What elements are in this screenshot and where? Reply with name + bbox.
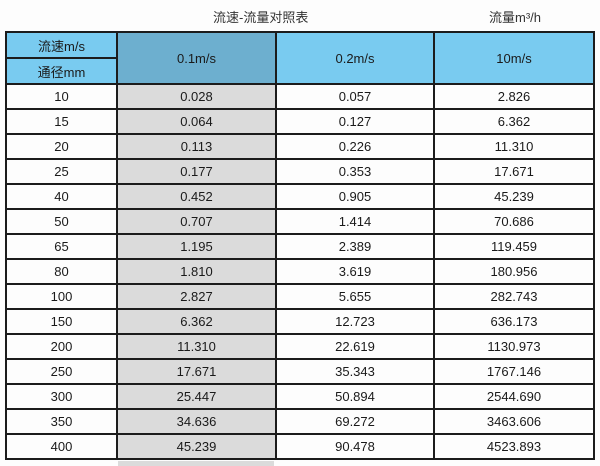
flow-value-cell: 0.064 — [116, 108, 277, 135]
flow-value-cell: 3.619 — [275, 258, 435, 285]
diameter-cell: 65 — [5, 233, 118, 260]
table-row: 80 1.810 3.619 180.956 — [5, 258, 595, 285]
flow-value-cell: 0.113 — [116, 133, 277, 160]
flow-value-cell: 2544.690 — [433, 383, 595, 410]
flow-value-cell: 0.452 — [116, 183, 277, 210]
table-row: 150 6.362 12.723 636.173 — [5, 308, 595, 335]
flow-value-cell: 11.310 — [116, 333, 277, 360]
caption-bar: 流速-流量对照表 流量m³/h — [0, 0, 600, 31]
flow-value-cell: 17.671 — [433, 158, 595, 185]
flow-value-cell: 2.826 — [433, 83, 595, 110]
flow-value-cell: 0.905 — [275, 183, 435, 210]
corner-diameter-label: 通径mm — [5, 57, 118, 85]
flow-value-cell: 50.894 — [275, 383, 435, 410]
shaded-column-overhang — [118, 461, 274, 466]
flow-value-cell: 1767.146 — [433, 358, 595, 385]
table-row: 10 0.028 0.057 2.826 — [5, 83, 595, 110]
diameter-cell: 10 — [5, 83, 118, 110]
flow-value-cell: 0.707 — [116, 208, 277, 235]
flow-value-cell: 45.239 — [116, 433, 277, 460]
flow-value-cell: 3463.606 — [433, 408, 595, 435]
flow-value-cell: 70.686 — [433, 208, 595, 235]
diameter-cell: 40 — [5, 183, 118, 210]
diameter-cell: 250 — [5, 358, 118, 385]
flow-value-cell: 90.478 — [275, 433, 435, 460]
flow-value-cell: 5.655 — [275, 283, 435, 310]
flow-value-cell: 119.459 — [433, 233, 595, 260]
table-row: 200 11.310 22.619 1130.973 — [5, 333, 595, 360]
diameter-cell: 150 — [5, 308, 118, 335]
table-row: 100 2.827 5.655 282.743 — [5, 283, 595, 310]
table-header: 流速m/s 0.1m/s 0.2m/s 10m/s 通径mm — [5, 31, 595, 85]
flow-value-cell: 636.173 — [433, 308, 595, 335]
flow-value-cell: 2.389 — [275, 233, 435, 260]
flow-value-cell: 12.723 — [275, 308, 435, 335]
table-row: 400 45.239 90.478 4523.893 — [5, 433, 595, 460]
flow-rate-table: 流速m/s 0.1m/s 0.2m/s 10m/s 通径mm 10 0.028 0.… — [5, 31, 595, 460]
diameter-cell: 15 — [5, 108, 118, 135]
table-title: 流速-流量对照表 — [213, 10, 309, 25]
table-row: 15 0.064 0.127 6.362 — [5, 108, 595, 135]
flow-value-cell: 0.028 — [116, 83, 277, 110]
header-row-bottom: 通径mm — [5, 57, 594, 85]
flow-value-cell: 0.127 — [275, 108, 435, 135]
table-row: 350 34.636 69.272 3463.606 — [5, 408, 595, 435]
diameter-cell: 100 — [5, 283, 118, 310]
diameter-cell: 20 — [5, 133, 118, 160]
column-header-0-1ms: 0.1m/s — [116, 31, 277, 85]
table-row: 65 1.195 2.389 119.459 — [5, 233, 595, 260]
table-row: 50 0.707 1.414 70.686 — [5, 208, 595, 235]
table-row: 300 25.447 50.894 2544.690 — [5, 383, 595, 410]
flow-value-cell: 0.057 — [275, 83, 435, 110]
diameter-cell: 400 — [5, 433, 118, 460]
flow-value-cell: 6.362 — [116, 308, 277, 335]
flow-value-cell: 45.239 — [433, 183, 595, 210]
diameter-cell: 300 — [5, 383, 118, 410]
diameter-cell: 350 — [5, 408, 118, 435]
column-header-10ms: 10m/s — [433, 31, 595, 85]
flow-value-cell: 25.447 — [116, 383, 277, 410]
flow-value-cell: 282.743 — [433, 283, 595, 310]
flow-value-cell: 11.310 — [433, 133, 595, 160]
diameter-cell: 200 — [5, 333, 118, 360]
diameter-cell: 80 — [5, 258, 118, 285]
flow-value-cell: 69.272 — [275, 408, 435, 435]
flow-value-cell: 22.619 — [275, 333, 435, 360]
flow-value-cell: 0.226 — [275, 133, 435, 160]
corner-velocity-label: 流速m/s — [5, 31, 118, 59]
flow-value-cell: 34.636 — [116, 408, 277, 435]
flow-value-cell: 1.810 — [116, 258, 277, 285]
table-row: 40 0.452 0.905 45.239 — [5, 183, 595, 210]
flow-unit-label: 流量m³/h — [489, 10, 542, 25]
flow-value-cell: 0.177 — [116, 158, 277, 185]
table-row: 20 0.113 0.226 11.310 — [5, 133, 595, 160]
flow-value-cell: 180.956 — [433, 258, 595, 285]
table-row: 250 17.671 35.343 1767.146 — [5, 358, 595, 385]
diameter-cell: 50 — [5, 208, 118, 235]
flow-value-cell: 1130.973 — [433, 333, 595, 360]
column-header-0-2ms: 0.2m/s — [275, 31, 435, 85]
flow-value-cell: 6.362 — [433, 108, 595, 135]
flow-value-cell: 35.343 — [275, 358, 435, 385]
flow-value-cell: 0.353 — [275, 158, 435, 185]
table-row: 25 0.177 0.353 17.671 — [5, 158, 595, 185]
flow-value-cell: 2.827 — [116, 283, 277, 310]
flow-value-cell: 17.671 — [116, 358, 277, 385]
table-body: 10 0.028 0.057 2.826 15 0.064 0.127 6.362 20 0.11… — [5, 83, 595, 460]
diameter-cell: 25 — [5, 158, 118, 185]
header-row-top: 流速m/s 0.1m/s 0.2m/s 10m/s — [5, 31, 595, 85]
flow-value-cell: 4523.893 — [433, 433, 595, 460]
flow-value-cell: 1.195 — [116, 233, 277, 260]
flow-value-cell: 1.414 — [275, 208, 435, 235]
